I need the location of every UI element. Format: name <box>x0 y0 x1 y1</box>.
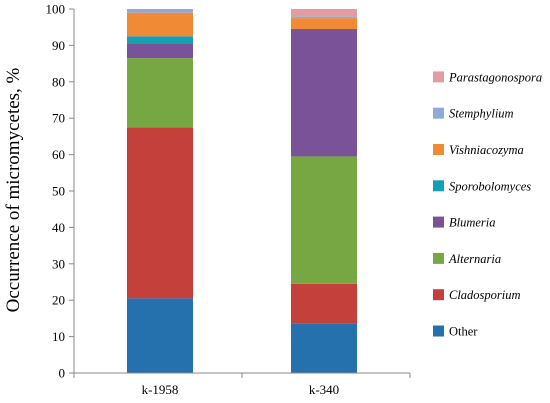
bars-layer <box>127 9 357 373</box>
y-tick-label: 10 <box>52 329 65 344</box>
bar-segment-alternaria-k-340 <box>291 156 357 284</box>
y-tick-label: 20 <box>52 293 65 308</box>
bar-segment-cladosporium-k-340 <box>291 283 357 324</box>
legend-swatch-other <box>433 325 444 337</box>
legend-label-blumeria: Blumeria <box>449 216 496 230</box>
y-tick-label: 90 <box>52 38 65 53</box>
legend-label-other: Other <box>449 325 478 339</box>
bar-segment-blumeria-k-1958 <box>127 43 193 59</box>
x-tick-label: k-340 <box>309 382 339 397</box>
y-tick-label: 40 <box>52 220 65 235</box>
legend-label-stemphylium: Stemphylium <box>449 107 514 121</box>
legend-label-cladosporium: Cladosporium <box>449 288 521 302</box>
legend-swatch-sporobolomyces <box>433 180 444 192</box>
bar-segment-parastagonospora-k-340 <box>291 9 357 17</box>
legend-label-sporobolomyces: Sporobolomyces <box>449 179 531 193</box>
y-axis-title: Occurrence of micromycetes, % <box>3 67 24 312</box>
y-tick-label: 50 <box>52 184 65 199</box>
y-tick-label: 100 <box>46 2 66 17</box>
legend-swatch-parastagonospora <box>433 71 444 83</box>
y-tick-label: 60 <box>52 147 65 162</box>
bar-segment-other-k-340 <box>291 323 357 373</box>
y-tick-label: 70 <box>52 111 65 126</box>
legend-label-alternaria: Alternaria <box>448 252 501 266</box>
bar-segment-vishniacozyma-k-1958 <box>127 12 193 37</box>
y-tick-label: 0 <box>59 366 66 381</box>
bar-segment-cladosporium-k-1958 <box>127 127 193 299</box>
legend-swatch-vishniacozyma <box>433 144 444 155</box>
bar-segment-sporobolomyces-k-1958 <box>127 36 193 44</box>
axes-layer: 0 10 20 30 40 50 60 70 80 90 100 k-1958 k-340 <box>46 2 411 397</box>
y-tick-label: 30 <box>52 256 65 271</box>
bar-segment-blumeria-k-340 <box>291 29 357 157</box>
legend-swatch-stemphylium <box>433 107 444 119</box>
legend-swatch-blumeria <box>433 216 444 228</box>
legend-label-vishniacozyma: Vishniacozyma <box>449 143 524 157</box>
y-tick-label: 80 <box>52 74 65 89</box>
legend-swatch-alternaria <box>433 252 444 264</box>
legend-label-parastagonospora: Parastagonospora <box>448 70 542 84</box>
bar-segment-stemphylium-k-340 <box>291 16 357 19</box>
legend-swatch-cladosporium <box>433 289 444 301</box>
bar-segment-other-k-1958 <box>127 298 193 373</box>
bar-segment-stemphylium-k-1958 <box>127 9 193 13</box>
bar-segment-alternaria-k-1958 <box>127 58 193 128</box>
bar-segment-vishniacozyma-k-340 <box>291 18 357 30</box>
x-tick-label: k-1958 <box>142 382 179 397</box>
legend: Parastagonospora Stemphylium Vishniacozyma… <box>433 70 542 339</box>
